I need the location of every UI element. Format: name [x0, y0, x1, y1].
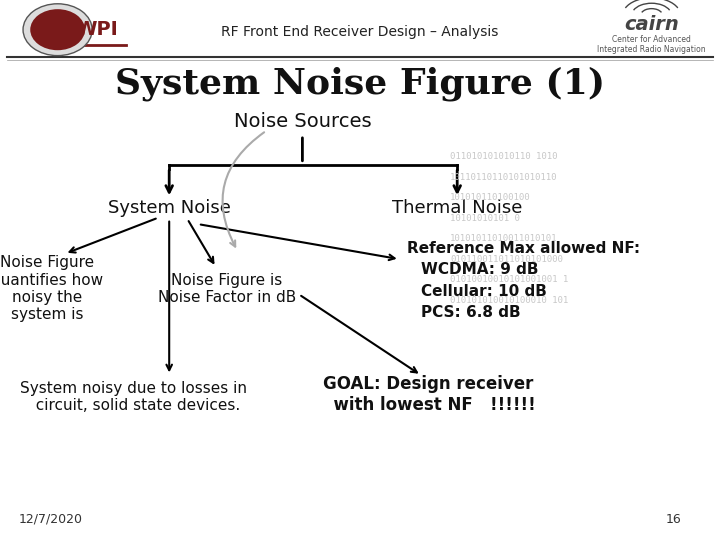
Text: WPI: WPI: [76, 20, 118, 39]
Text: WCDMA: 9 dB: WCDMA: 9 dB: [421, 262, 539, 278]
Text: 10101010101 0: 10101010101 0: [450, 214, 520, 222]
Text: GOAL: Design receiver
  with lowest NF   !!!!!!: GOAL: Design receiver with lowest NF !!!…: [322, 375, 535, 414]
Text: cairn: cairn: [624, 15, 679, 34]
Text: 01010010010101001001 1: 01010010010101001001 1: [450, 275, 568, 284]
Text: System noisy due to losses in
  circuit, solid state devices.: System noisy due to losses in circuit, s…: [19, 381, 247, 413]
Text: PCS: 6.8 dB: PCS: 6.8 dB: [421, 305, 521, 320]
Text: 101010110100100: 101010110100100: [450, 193, 531, 202]
Text: System Noise: System Noise: [108, 199, 230, 217]
Circle shape: [30, 9, 85, 50]
Text: 10110110110101010110: 10110110110101010110: [450, 173, 557, 181]
Text: 010110011011010101000: 010110011011010101000: [450, 255, 563, 264]
Text: Noise Figure
quantifies how
noisy the
system is: Noise Figure quantifies how noisy the sy…: [0, 255, 103, 322]
Text: 011010101010110 1010: 011010101010110 1010: [450, 152, 557, 161]
Text: Noise Sources: Noise Sources: [233, 112, 372, 131]
Text: Thermal Noise: Thermal Noise: [392, 199, 523, 217]
Text: 16: 16: [665, 513, 681, 526]
Text: 10101011010011010101: 10101011010011010101: [450, 234, 557, 243]
Circle shape: [23, 4, 92, 56]
Text: 12/7/2020: 12/7/2020: [19, 513, 82, 526]
Text: Reference Max allowed NF:: Reference Max allowed NF:: [407, 241, 640, 256]
Text: Cellular: 10 dB: Cellular: 10 dB: [421, 284, 547, 299]
Text: Noise Figure is
Noise Factor in dB: Noise Figure is Noise Factor in dB: [158, 273, 296, 305]
Text: 010101010010100010 101: 010101010010100010 101: [450, 296, 568, 305]
Text: Center for Advanced
Integrated Radio Navigation: Center for Advanced Integrated Radio Nav…: [598, 35, 706, 54]
Text: System Noise Figure (1): System Noise Figure (1): [115, 66, 605, 101]
Text: RF Front End Receiver Design – Analysis: RF Front End Receiver Design – Analysis: [221, 25, 499, 39]
